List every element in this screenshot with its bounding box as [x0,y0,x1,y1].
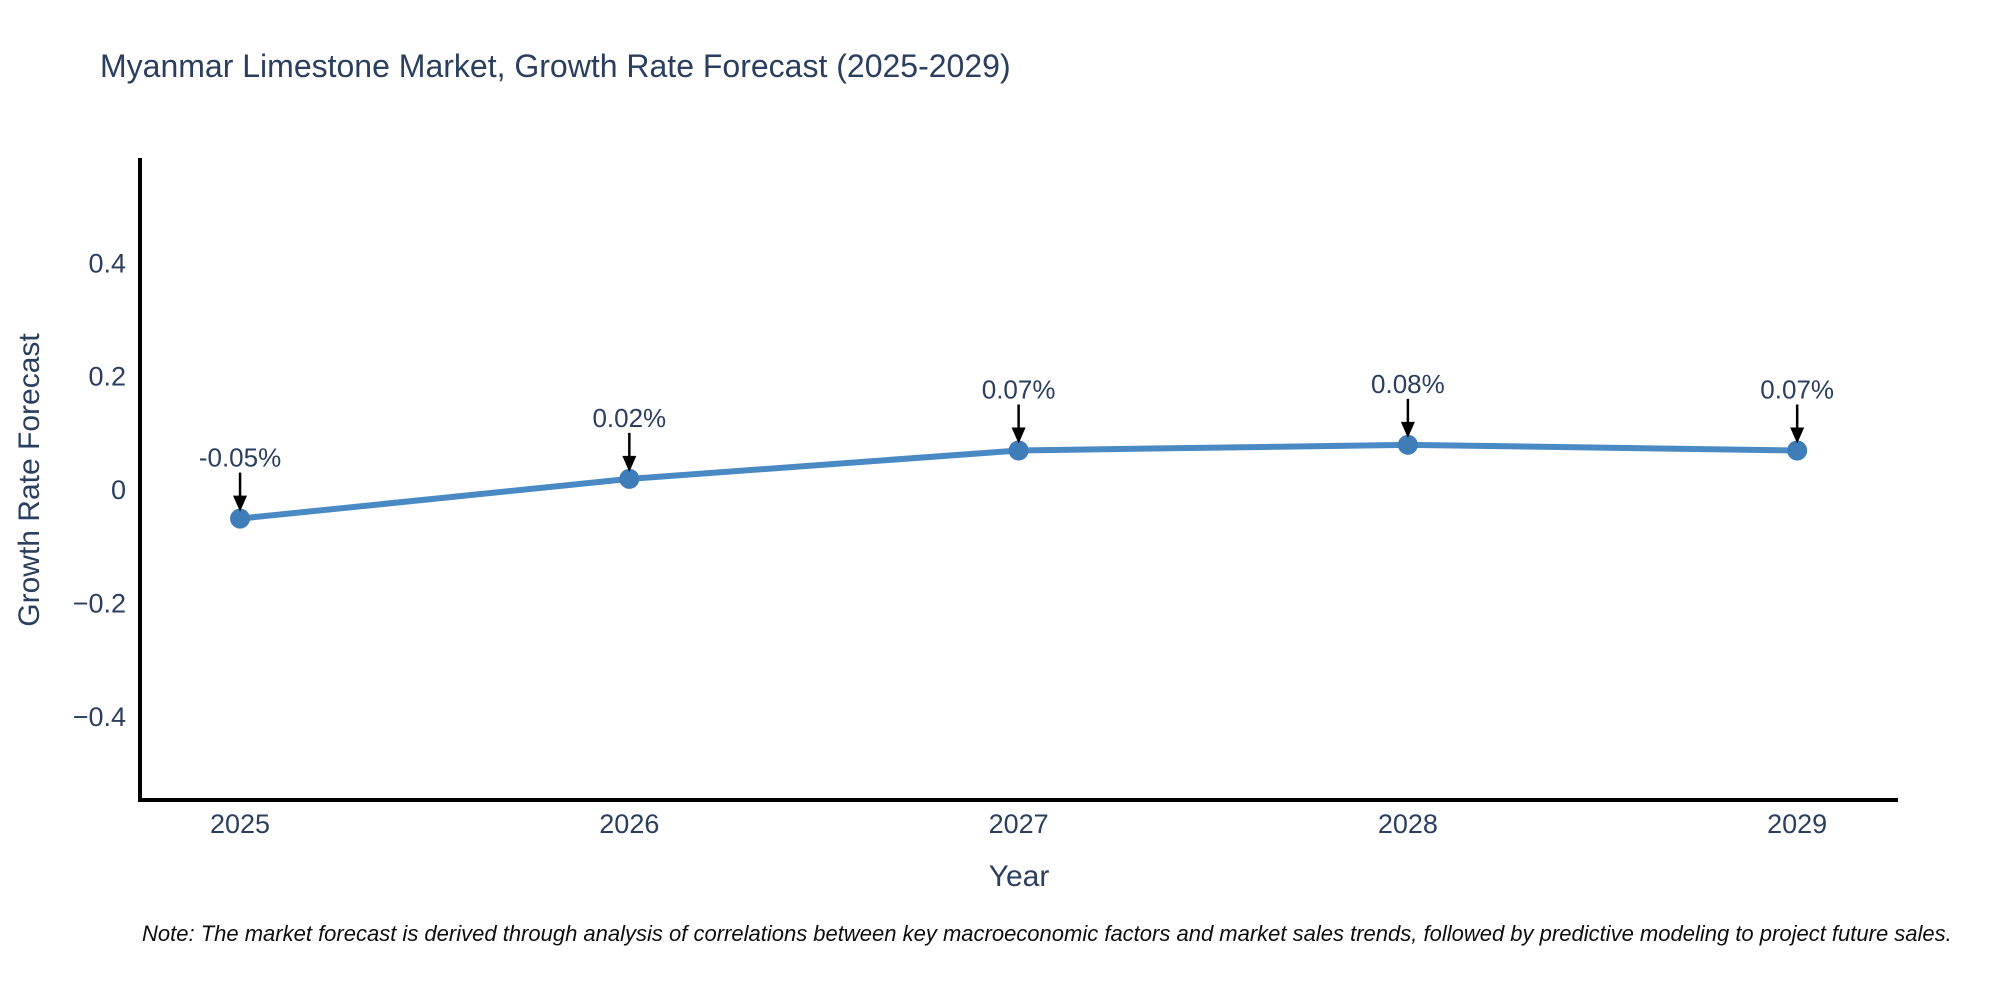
annotation-arrow-head [1790,427,1805,444]
data-point-marker [230,508,251,529]
x-tick-label: 2027 [989,809,1049,839]
x-axis-title: Year [988,860,1050,893]
annotation-arrow-head [233,495,248,512]
point-value-label: -0.05% [199,443,281,473]
data-point-marker [1008,440,1029,461]
x-tick-label: 2028 [1378,809,1438,839]
data-point-marker [1397,434,1418,455]
x-tick-label: 2025 [210,809,270,839]
data-point-marker [619,468,640,489]
point-value-label: 0.02% [592,403,666,433]
y-tick-label: −0.2 [73,589,126,619]
methodology-note: Note: The market forecast is derived thr… [142,921,1952,946]
annotation-arrow-head [1400,421,1415,438]
x-tick-label: 2029 [1767,809,1827,839]
annotation-arrow-head [1011,427,1026,444]
y-tick-label: 0.4 [88,248,126,278]
y-tick-label: 0 [111,475,126,505]
annotation-arrow-head [622,455,637,472]
point-value-label: 0.07% [982,374,1056,404]
data-point-marker [1787,440,1808,461]
y-tick-label: −0.4 [73,702,126,732]
chart-title: Myanmar Limestone Market, Growth Rate Fo… [100,48,1011,84]
point-value-label: 0.07% [1760,374,1834,404]
y-tick-label: 0.2 [88,362,126,392]
x-tick-label: 2026 [599,809,659,839]
point-value-label: 0.08% [1371,369,1445,399]
